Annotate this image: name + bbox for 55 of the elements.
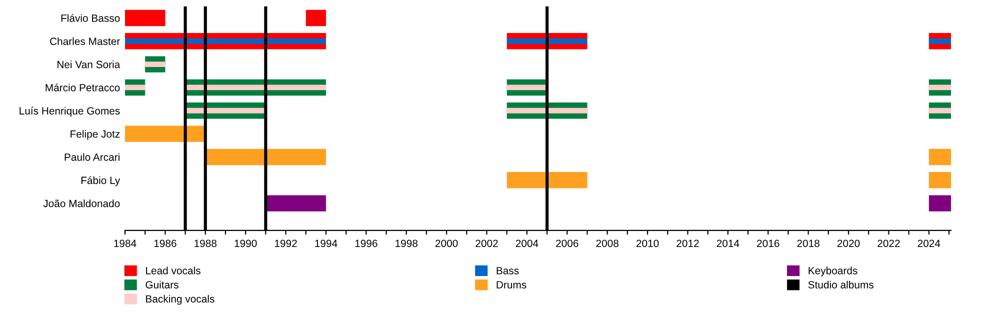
y-tick-label: Luís Henrique Gomes xyxy=(20,106,120,117)
y-tick-label: João Maldonado xyxy=(43,200,120,208)
bar xyxy=(145,62,166,68)
x-tick-label: 2016 xyxy=(757,240,780,248)
x-tick-label: 2004 xyxy=(516,240,538,248)
x-tick-label: 1988 xyxy=(194,240,217,248)
x-tick-label: 2006 xyxy=(556,240,578,248)
y-tick-label: Nei Van Soria xyxy=(57,60,120,68)
legend-label: Bass xyxy=(496,267,519,274)
legend-label: Drums xyxy=(496,281,526,288)
x-tick-label: 2008 xyxy=(596,240,618,248)
y-tick-label: Felipe Jotz xyxy=(70,130,120,140)
y-tick-label: Paulo Arcari xyxy=(64,153,120,161)
x-tick-label: 1994 xyxy=(315,240,338,248)
x-tick-label: 2002 xyxy=(476,240,498,248)
x-tick-label: 2010 xyxy=(636,240,659,248)
legend-label: Backing vocals xyxy=(146,294,214,305)
x-tick-label: 1992 xyxy=(274,240,297,248)
bar xyxy=(205,148,326,166)
bar xyxy=(928,195,951,212)
y-tick-label: Charles Master xyxy=(50,37,120,46)
x-tick-label: 1986 xyxy=(154,240,176,248)
x-tick-label: 2022 xyxy=(878,240,900,248)
bar xyxy=(266,195,326,212)
bar xyxy=(185,108,266,114)
y-tick-label: Fábio Ly xyxy=(81,176,120,186)
bar xyxy=(928,148,951,166)
bar xyxy=(125,126,206,142)
legend-label: Guitars xyxy=(146,280,178,288)
bar xyxy=(506,38,588,44)
bar xyxy=(928,84,951,90)
bar xyxy=(306,10,326,26)
x-tick-label: 1996 xyxy=(355,240,378,248)
bar xyxy=(125,84,146,90)
bar xyxy=(506,172,588,188)
x-tick-label: 2020 xyxy=(837,240,860,248)
y-tick-label: Flávio Basso xyxy=(61,14,120,22)
x-tick-label: 1990 xyxy=(234,240,257,248)
legend-label: Studio albums xyxy=(808,280,874,288)
bar xyxy=(928,172,951,188)
bar xyxy=(928,108,951,114)
legend-label: Keyboards xyxy=(808,266,858,276)
bar xyxy=(928,38,951,44)
y-tick-label: Márcio Petracco xyxy=(46,84,120,92)
x-tick-label: 2024 xyxy=(918,240,940,248)
bar xyxy=(125,38,326,44)
x-tick-label: 2018 xyxy=(797,240,820,248)
legend-label: Lead vocals xyxy=(146,266,200,274)
x-tick-label: 2012 xyxy=(676,240,699,248)
x-tick-label: 1998 xyxy=(396,240,418,248)
x-tick-label: 1984 xyxy=(114,240,136,248)
x-tick-label: 2014 xyxy=(716,240,740,248)
x-tick-label: 2000 xyxy=(435,240,458,248)
bar xyxy=(125,10,166,26)
bar xyxy=(506,108,588,114)
